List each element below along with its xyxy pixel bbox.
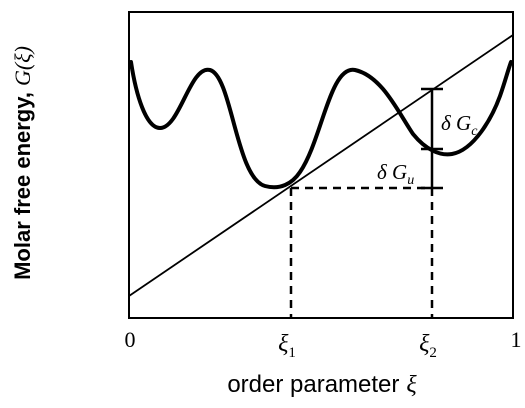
delta-gu-label: δ Gu xyxy=(377,160,414,188)
free-energy-curve xyxy=(129,60,513,190)
x-tick-1: 1 xyxy=(511,327,522,352)
x-tick-0: 0 xyxy=(125,327,136,352)
x-tick-xi2: ξ2 xyxy=(419,331,437,361)
x-axis-label: order parameter ξ xyxy=(227,371,417,398)
plot-frame xyxy=(128,11,514,319)
x-tick-xi1: ξ1 xyxy=(278,331,296,361)
common-tangent-line xyxy=(128,34,514,297)
y-axis-label: Molar free energy,G(ξ) xyxy=(10,46,35,280)
delta-gc-label: δ Gc xyxy=(441,111,478,139)
